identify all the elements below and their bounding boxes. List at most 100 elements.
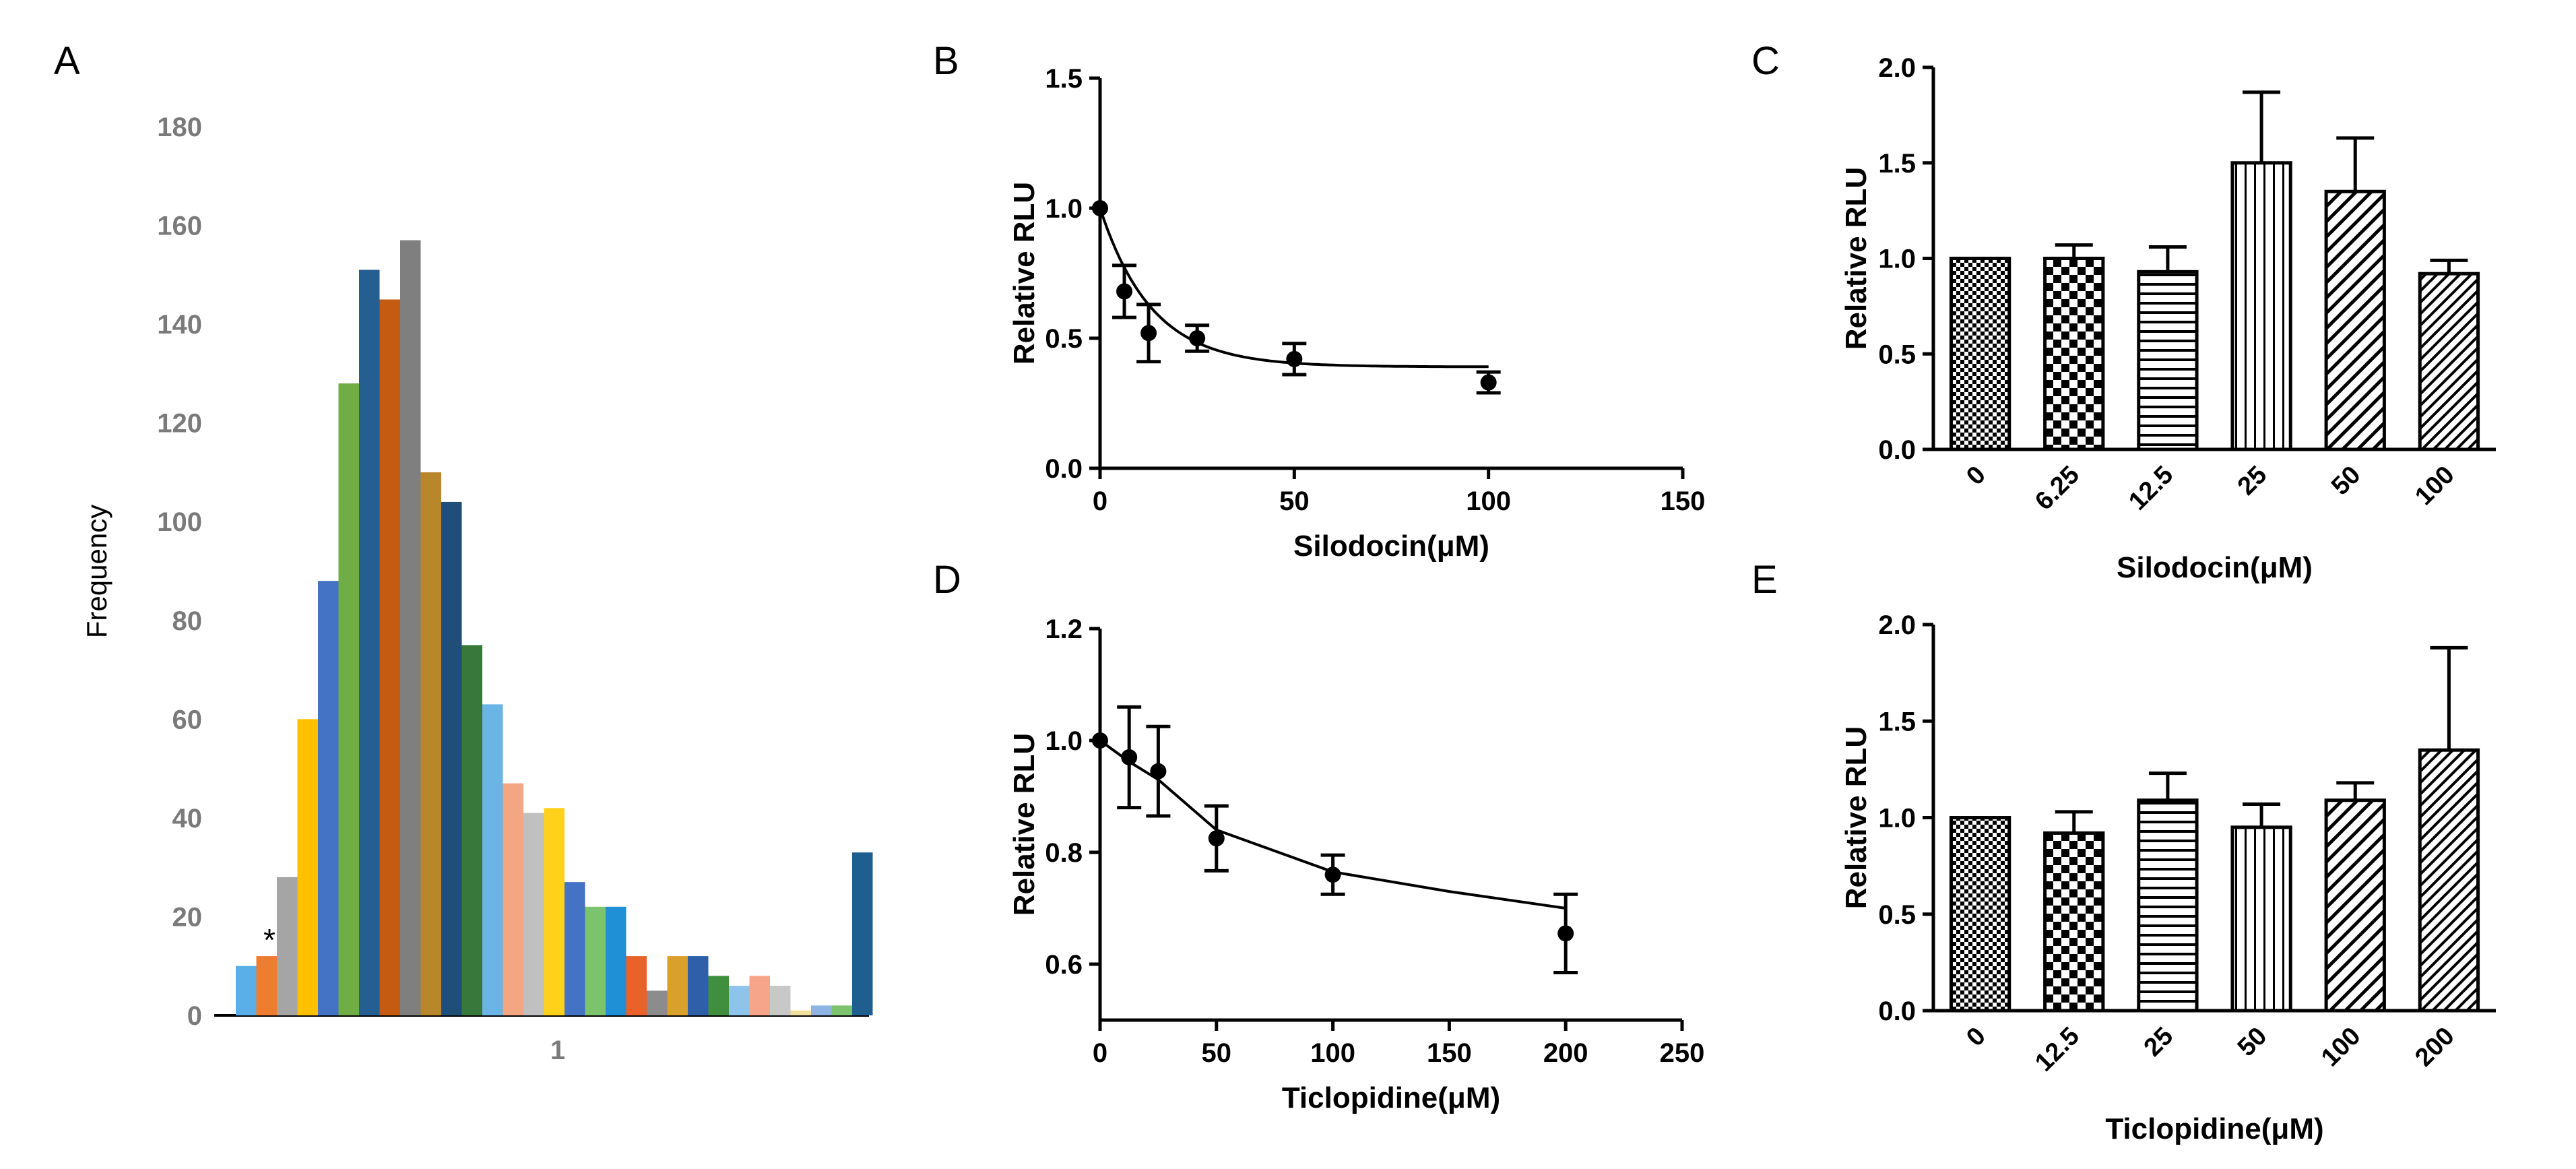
panel-e-x-tick-label: 100: [2316, 1022, 2366, 1073]
panel-c-bar: [2043, 257, 2105, 451]
panel-b-x-tick-label: 100: [1466, 486, 1511, 516]
panel-b-x-label: Silodocin(μM): [1293, 530, 1489, 563]
panel-e-bar: [2043, 831, 2105, 1013]
panel-a-y-tick-label: 60: [172, 705, 203, 734]
panel-b-x-tick-label: 50: [1279, 486, 1310, 516]
panel-a-y-label: Frequency: [81, 505, 112, 638]
panel-a-x-label: 1: [550, 1036, 565, 1065]
panel-d-data-point: [1121, 749, 1138, 765]
panel-label-b: B: [933, 39, 959, 83]
panel-d-x-label: Ticlopidine(μM): [1282, 1081, 1500, 1114]
panel-a-asterisk: *: [263, 922, 276, 957]
panel-label-a: A: [54, 39, 80, 83]
panel-e-y-tick-label: 0.5: [1878, 900, 1916, 930]
panel-e-bar: [1949, 816, 2011, 1013]
panel-e-x-tick-label: 0: [1961, 1022, 1991, 1052]
panel-a-bar: [647, 990, 668, 1015]
panel-b-y-tick-label: 0.5: [1045, 324, 1083, 354]
panel-b-x-tick-label: 0: [1093, 486, 1107, 516]
panel-label-d: D: [933, 558, 961, 602]
panel-e-bar: [2324, 798, 2386, 1013]
panel-c-bar: [2137, 270, 2199, 451]
panel-e-bar: [2137, 798, 2199, 1013]
panel-e-x-tick-label: 25: [2139, 1022, 2179, 1063]
panel-b-y-tick-label: 1.5: [1045, 64, 1083, 94]
panel-d-y-tick-label: 0.6: [1045, 950, 1083, 980]
panel-c-x-tick-label: 25: [2232, 461, 2273, 501]
panel-a-bar: [400, 240, 421, 1016]
panel-c-bar: [2230, 161, 2292, 451]
panel-e-x-tick-label: 50: [2232, 1022, 2273, 1063]
panel-c-y-tick-label: 2.0: [1878, 53, 1916, 83]
panel-a-bar: [256, 956, 277, 1015]
panel-e-x-label: Ticlopidine(μM): [2105, 1112, 2323, 1145]
panel-a-bar: [277, 877, 298, 1015]
panel-c-bar: [2418, 272, 2480, 451]
panel-a-y-tick-label: 20: [172, 902, 203, 932]
panel-b-data-point: [1092, 200, 1108, 216]
panel-a-bar: [420, 472, 441, 1015]
panel-c-x-tick-label: 6.25: [2030, 461, 2085, 516]
panel-a-bar: [318, 581, 339, 1015]
panel-a-bar: [565, 882, 585, 1015]
panel-c-x-tick-label: 0: [1961, 461, 1991, 491]
panel-a-bar: [236, 966, 257, 1015]
panel-a-bar: [626, 956, 647, 1015]
panel-e-bar: [2230, 825, 2292, 1013]
panel-a-y-tick-label: 40: [172, 804, 203, 833]
panel-a-bar: [544, 808, 565, 1015]
panel-c-y-tick-label: 0.5: [1878, 340, 1916, 369]
panel-a-bar: [461, 645, 482, 1015]
panel-a-bar: [749, 976, 770, 1015]
panel-c-bar: [2324, 189, 2386, 451]
panel-a-bar: [297, 719, 318, 1015]
panel-a-bar: [379, 299, 400, 1016]
panel-a-bar: [585, 906, 606, 1015]
panel-a-y-tick-label: 100: [157, 507, 202, 537]
panel-d-x-tick-label: 0: [1093, 1038, 1107, 1068]
panel-a-bar: [708, 976, 729, 1015]
panel-d-x-tick-label: 50: [1202, 1038, 1232, 1068]
panel-e-x-tick-label: 12.5: [2030, 1022, 2085, 1077]
panel-d-y-tick-label: 1.0: [1045, 726, 1083, 756]
panel-a-bar: [852, 852, 873, 1015]
panel-a-y-tick-label: 140: [157, 310, 202, 340]
panel-d-y-tick-label: 1.2: [1045, 614, 1083, 644]
panel-d-x-tick-label: 250: [1660, 1038, 1705, 1068]
panel-a-bar: [441, 501, 462, 1015]
panel-a-y-tick-label: 120: [157, 409, 202, 439]
panel-c-x-tick-label: 12.5: [2123, 461, 2179, 516]
panel-d-x-tick-label: 100: [1310, 1038, 1355, 1068]
panel-label-e: E: [1751, 558, 1778, 602]
panel-d-data-point: [1150, 763, 1167, 780]
panel-b-y-tick-label: 1.0: [1045, 194, 1083, 224]
panel-a-bar: [606, 906, 626, 1015]
panel-d-x-tick-label: 150: [1427, 1038, 1472, 1068]
panel-a-bar: [338, 383, 359, 1015]
panel-c-y-tick-label: 1.0: [1878, 245, 1916, 274]
panel-a-bar: [503, 783, 523, 1015]
panel-d-data-point: [1557, 925, 1574, 942]
panel-d-y-label: Relative RLU: [1008, 733, 1041, 916]
panel-a-bar: [811, 1005, 832, 1015]
panel-a-y-tick-label: 80: [172, 606, 203, 636]
panel-d-y-tick-label: 0.8: [1045, 838, 1083, 868]
panel-e-y-tick-label: 1.0: [1878, 804, 1916, 833]
panel-b-y-tick-label: 0.0: [1045, 454, 1083, 484]
panel-a-bar: [359, 270, 380, 1015]
panel-a-bar: [482, 704, 503, 1015]
panel-b-x-tick-label: 150: [1661, 486, 1706, 516]
panel-c-y-tick-label: 0.0: [1878, 435, 1916, 465]
panel-e-y-tick-label: 1.5: [1878, 707, 1916, 736]
panel-b-y-label: Relative RLU: [1008, 182, 1041, 365]
panel-e-y-tick-label: 0.0: [1878, 997, 1916, 1026]
panel-b-data-point: [1480, 374, 1497, 391]
panel-b-data-point: [1116, 283, 1133, 300]
panel-d-data-point: [1324, 866, 1341, 883]
panel-d-x-tick-label: 200: [1543, 1038, 1588, 1068]
panel-label-c: C: [1751, 39, 1780, 83]
panel-c-y-label: Relative RLU: [1840, 167, 1873, 350]
panel-a-bar: [688, 956, 709, 1015]
panel-b-data-point: [1286, 350, 1303, 367]
panel-e-y-tick-label: 2.0: [1878, 610, 1916, 640]
